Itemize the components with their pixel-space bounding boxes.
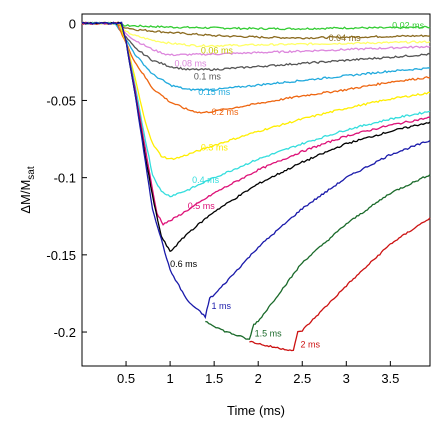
- series-label: 0.08 ms: [175, 58, 208, 68]
- x-tick-label: 0.5: [117, 371, 135, 386]
- series-line-0-08-ms: [81, 21, 431, 57]
- x-tick-label: 1: [166, 371, 173, 386]
- series-line-2-ms: [249, 217, 431, 352]
- series-line-0-4-ms: [81, 21, 431, 198]
- series-line-0-06-ms: [81, 21, 431, 48]
- x-tick-label: 3: [343, 371, 350, 386]
- series-labels: 0.02 ms 0.04 ms 0.06 ms 0.08 ms 0.1 ms 0.15 m…: [170, 21, 425, 350]
- y-tick-label: -0.15: [46, 248, 76, 263]
- series-line-0-2-ms: [81, 21, 431, 114]
- x-tick-label: 3.5: [381, 371, 399, 386]
- series-label: 1 ms: [212, 301, 232, 311]
- y-axis-label-main: ΔM/M: [18, 180, 33, 214]
- y-tick-label: -0.2: [54, 325, 76, 340]
- series-label: 0.3 ms: [201, 143, 229, 153]
- series-label: 0.04 ms: [329, 33, 362, 43]
- series-label: 1.5 ms: [255, 329, 283, 339]
- series-line-1-ms: [81, 21, 431, 320]
- x-tick-label: 2: [255, 371, 262, 386]
- series-label: 2 ms: [300, 339, 320, 349]
- y-axis-ticks: 0 -0.05 -0.1 -0.15 -0.2: [46, 16, 87, 340]
- x-axis-ticks: 0.5 1 1.5 2 2.5 3 3.5: [117, 361, 399, 386]
- series-label: 0.4 ms: [192, 175, 220, 185]
- y-tick-label: -0.1: [54, 171, 76, 186]
- series-line-0-3-ms: [82, 21, 431, 161]
- x-tick-label: 1.5: [205, 371, 223, 386]
- y-tick-label: 0: [69, 16, 76, 31]
- series-layer: [81, 21, 431, 352]
- plot-frame: [81, 13, 431, 367]
- series-label: 0.1 ms: [194, 72, 222, 82]
- series-line-0-1-ms: [81, 21, 431, 72]
- series-label: 0.2 ms: [212, 107, 240, 117]
- x-tick-label: 2.5: [293, 371, 311, 386]
- series-label: 0.6 ms: [170, 259, 198, 269]
- series-label: 0.5 ms: [188, 201, 216, 211]
- series-line-0-15-ms: [81, 21, 431, 92]
- series-label: 0.06 ms: [201, 45, 234, 55]
- series-line-0-5-ms: [81, 21, 431, 226]
- series-label: 0.02 ms: [392, 21, 425, 31]
- series-line-0-02-ms: [81, 21, 431, 31]
- y-tick-label: -0.05: [46, 93, 76, 108]
- series-line-0-04-ms: [81, 21, 431, 40]
- x-axis-label: Time (ms): [227, 403, 285, 418]
- series-label: 0.15 ms: [198, 87, 231, 97]
- series-line-1-5-ms: [205, 174, 431, 340]
- series-line-0-6-ms: [81, 21, 431, 253]
- y-axis-label-subscript: sat: [26, 166, 37, 180]
- y-axis-label: ΔM/Msat: [18, 166, 37, 214]
